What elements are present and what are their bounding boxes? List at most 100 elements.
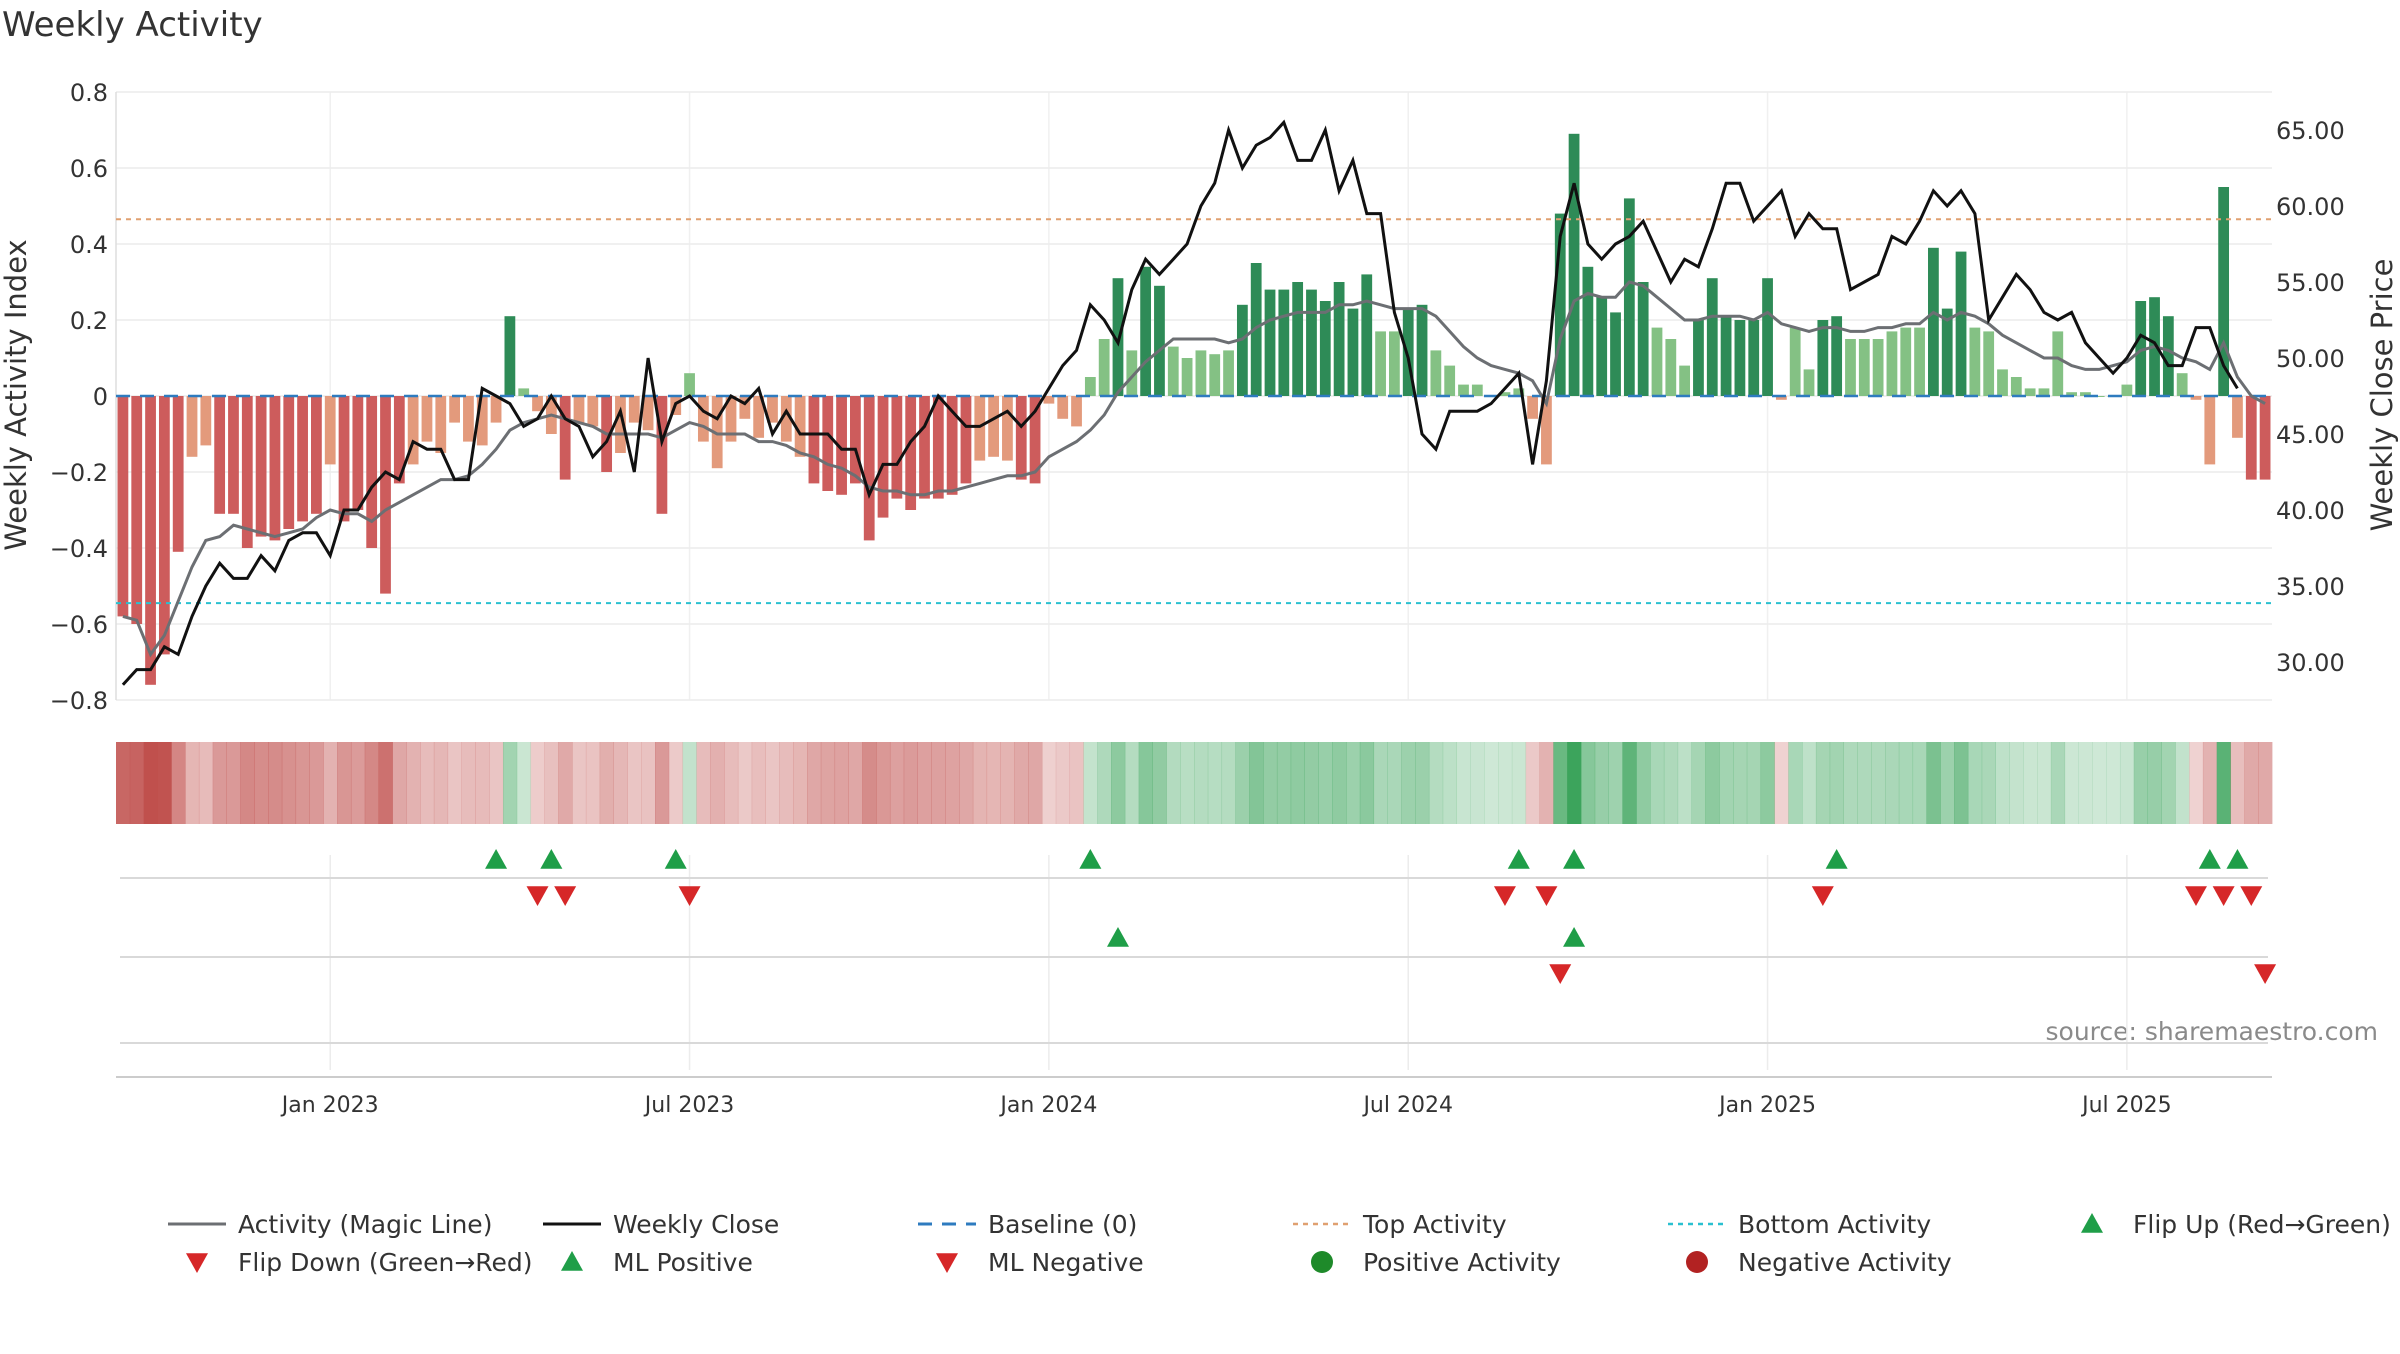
legend-label: Top Activity — [1362, 1210, 1507, 1239]
activity-bar — [1651, 327, 1663, 396]
flip-down-marker — [554, 886, 577, 906]
strip-cell — [185, 742, 200, 824]
activity-bar — [1264, 289, 1276, 396]
strip-cell — [1498, 742, 1513, 824]
strip-cell — [447, 742, 462, 824]
strip-cell — [2258, 742, 2273, 824]
activity-bar — [2024, 388, 2036, 396]
strip-cell — [2202, 742, 2218, 824]
strip-cell — [2133, 742, 2149, 824]
activity-bar — [988, 396, 999, 457]
legend-item: ML Negative — [936, 1248, 1144, 1277]
activity-bar — [518, 388, 530, 396]
strip-cell — [2216, 742, 2231, 824]
legend-label: Bottom Activity — [1738, 1210, 1931, 1239]
activity-bar — [1209, 354, 1221, 396]
activity-bar — [697, 396, 709, 442]
activity-bar — [836, 396, 847, 495]
activity-bar — [863, 396, 875, 541]
activity-bar — [366, 396, 378, 548]
activity-bar — [559, 396, 571, 480]
y-tick-label: 0.6 — [70, 155, 108, 183]
strip-cell — [2023, 742, 2038, 824]
activity-bar — [1914, 327, 1925, 396]
activity-bar — [1969, 327, 1981, 396]
strip-cell — [116, 742, 131, 824]
activity-bar — [1126, 350, 1138, 396]
activity-bar — [1720, 316, 1732, 396]
strip-cell — [959, 742, 974, 824]
strip-cell — [1995, 742, 2010, 824]
strip-cell — [2037, 742, 2052, 824]
legend: Activity (Magic Line) Weekly Close Baselin… — [168, 1210, 2391, 1277]
y2-tick-label: 40.00 — [2276, 497, 2345, 525]
activity-bar — [2176, 373, 2188, 396]
signal-markers — [120, 849, 2277, 1044]
strip-cell — [1594, 742, 1610, 824]
strip-cell — [1912, 742, 1927, 824]
legend-swatch — [1311, 1251, 1333, 1273]
ml-negative-marker — [1549, 964, 1572, 984]
weekly-close-line — [121, 119, 2239, 686]
activity-bar — [1389, 331, 1400, 396]
strip-cell — [392, 742, 407, 824]
activity-bar — [711, 396, 723, 469]
legend-label: Positive Activity — [1363, 1248, 1561, 1277]
strip-cell — [1124, 742, 1140, 824]
activity-bar — [269, 396, 281, 541]
x-tick-label: Jul 2023 — [643, 1093, 735, 1118]
strip-cell — [1470, 742, 1485, 824]
activity-bar — [2245, 396, 2257, 480]
flip-up-marker — [1825, 849, 1848, 869]
strip-cell — [599, 742, 614, 824]
y2-tick-label: 60.00 — [2276, 193, 2345, 221]
strip-cell — [765, 742, 780, 824]
activity-bar — [1140, 266, 1152, 396]
activity-bar — [1623, 198, 1635, 396]
activity-bar — [946, 396, 958, 495]
activity-bar — [1693, 320, 1704, 396]
strip-cell — [1359, 742, 1375, 824]
legend-item: Negative Activity — [1686, 1248, 1952, 1277]
flip-down-marker — [678, 886, 701, 906]
activity-bar — [1471, 384, 1483, 396]
strip-cell — [350, 742, 366, 824]
strip-cell — [1788, 742, 1803, 824]
chart-title: Weekly Activity — [2, 5, 263, 45]
activity-bar — [186, 396, 198, 457]
legend-swatch — [1686, 1251, 1708, 1273]
activity-bar — [1319, 301, 1331, 396]
activity-bar — [1306, 289, 1317, 396]
strip-cell — [212, 742, 227, 824]
strip-cell — [820, 742, 836, 824]
activity-bar — [117, 396, 129, 617]
activity-bar — [1872, 339, 1884, 396]
activity-bar — [172, 396, 184, 552]
activity-bar — [145, 396, 156, 685]
strip-cell — [337, 742, 352, 824]
strip-cell — [129, 742, 145, 824]
strip-cell — [1415, 742, 1430, 824]
legend-item: Weekly Close — [543, 1210, 779, 1239]
strip-cell — [613, 742, 628, 824]
activity-bar — [1361, 274, 1373, 396]
strip-cell — [544, 742, 559, 824]
strip-cell — [2064, 742, 2079, 824]
y-tick-label: 0.2 — [70, 307, 108, 335]
activity-bar — [2010, 377, 2022, 396]
activity-bar — [255, 396, 267, 537]
activity-bar — [2052, 331, 2064, 396]
strip-cell — [1484, 742, 1499, 824]
activity-bar — [767, 396, 778, 423]
y-tick-label: 0.4 — [70, 231, 108, 259]
activity-bar — [463, 396, 474, 442]
strip-cell — [1442, 742, 1457, 824]
activity-bar — [1997, 369, 2008, 396]
activity-bar — [1223, 350, 1234, 396]
strip-cell — [1401, 742, 1416, 824]
activity-bar — [725, 396, 737, 442]
strip-cell — [254, 742, 269, 824]
activity-bar — [1167, 346, 1179, 396]
strip-cell — [1926, 742, 1941, 824]
